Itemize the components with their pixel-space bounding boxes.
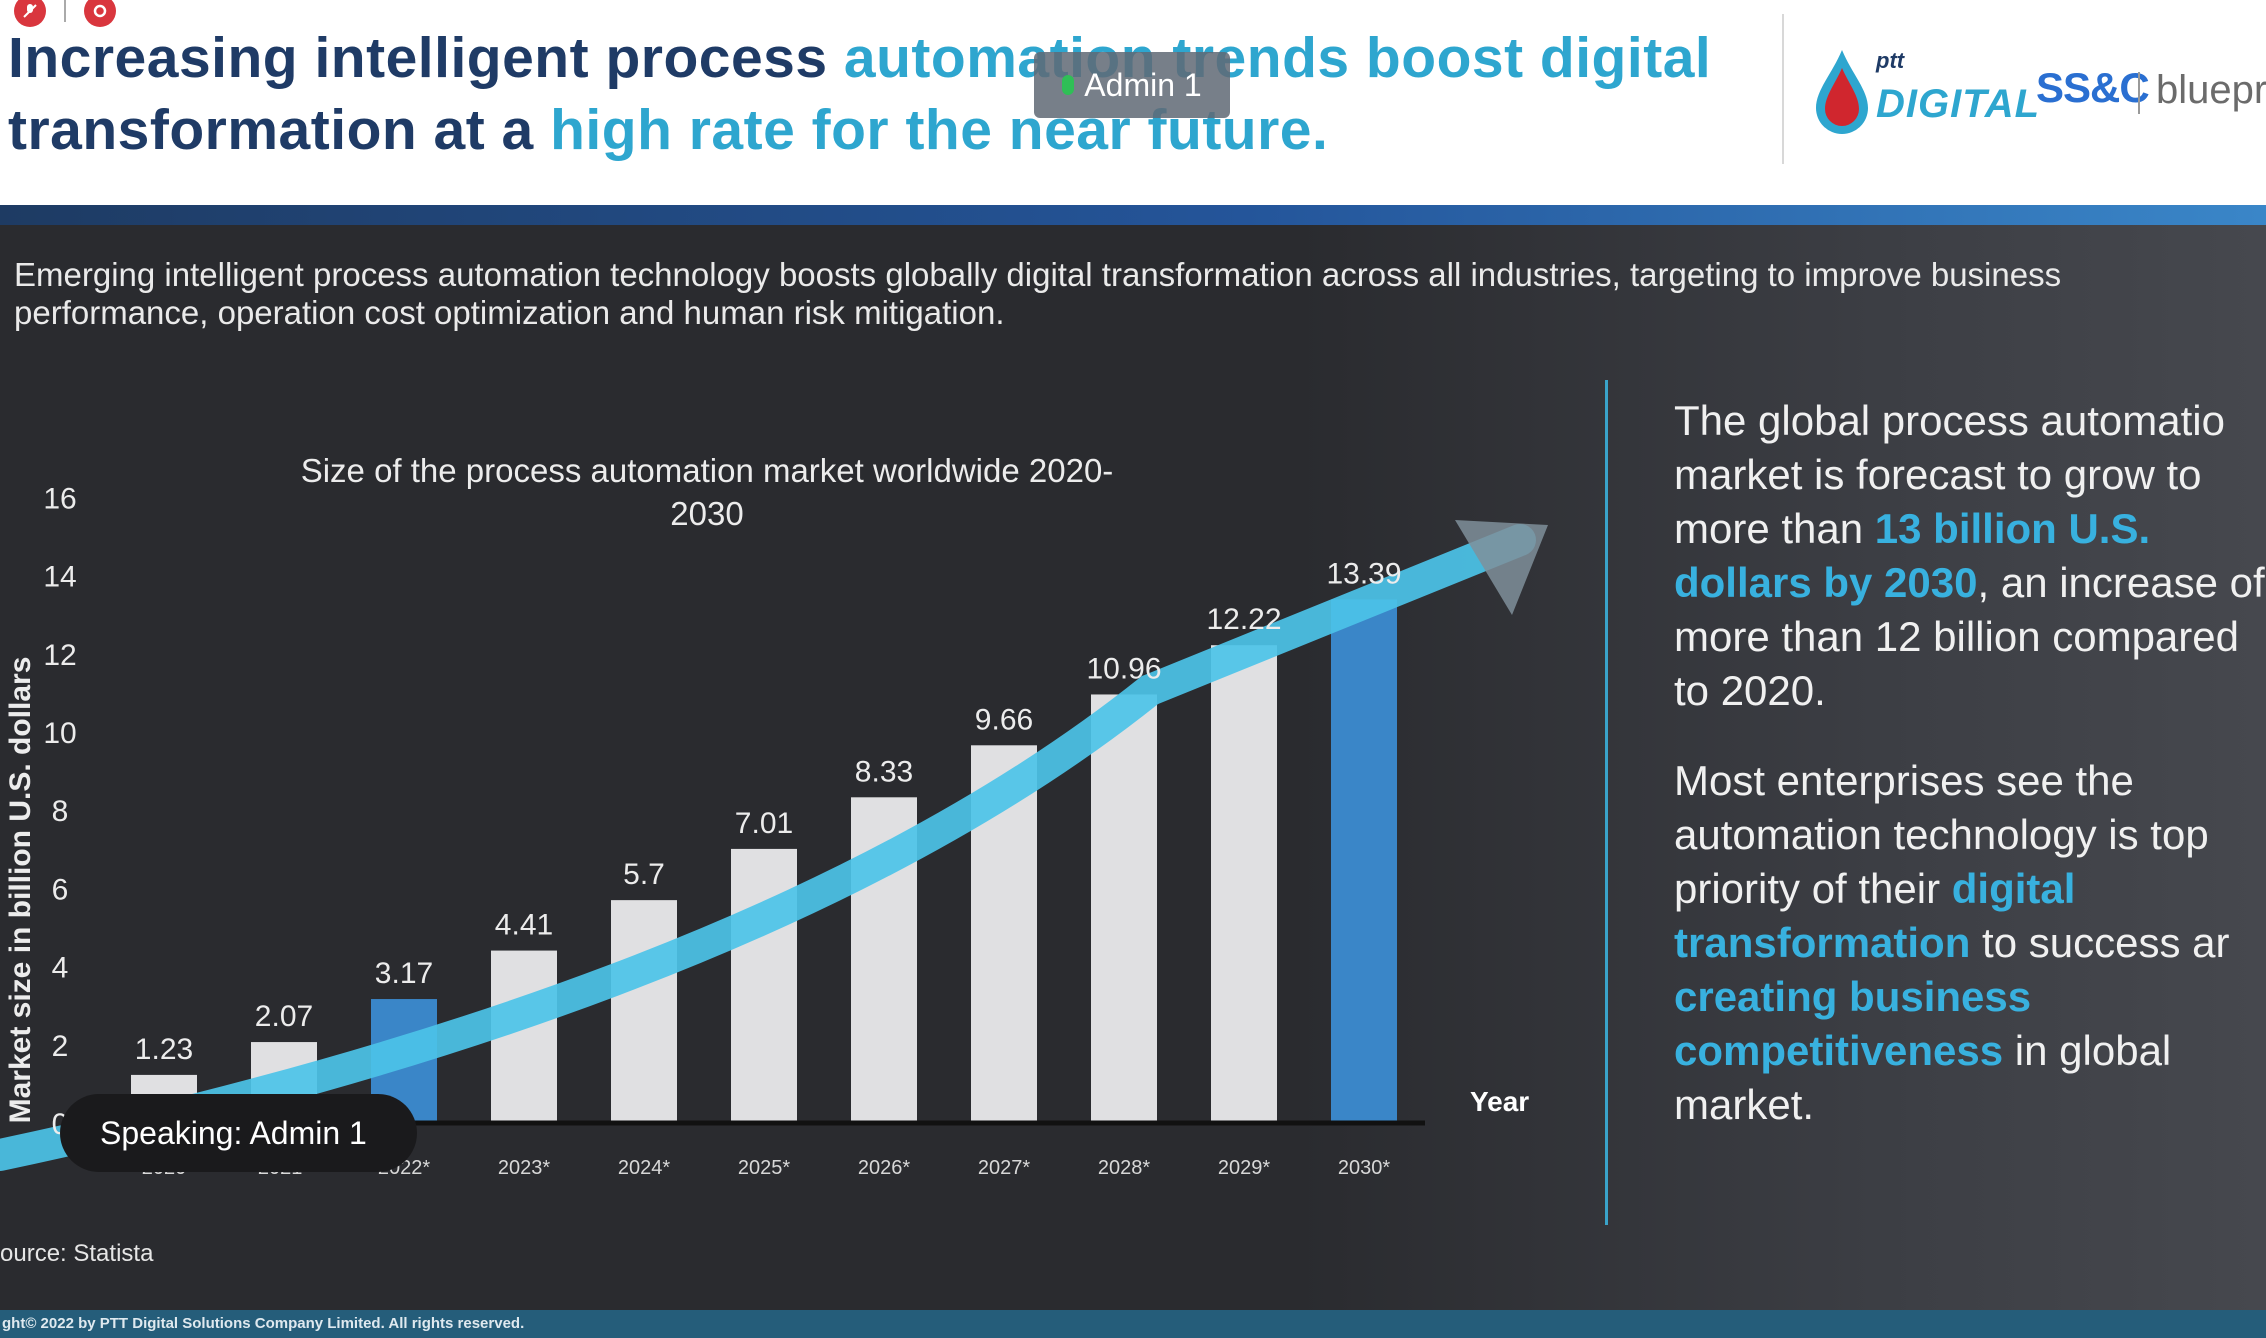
speaking-indicator: Speaking: Admin 1 (60, 1094, 417, 1172)
slide-header: Increasing intelligent process automatio… (0, 0, 2266, 205)
insight-1-text-b: , an increase of more than 12 billion co… (1674, 559, 2265, 714)
participant-name: Admin 1 (1084, 66, 1202, 103)
bar-2028 (1091, 694, 1157, 1123)
background-photo (1300, 225, 2266, 1310)
value-label-2025: 7.01 (735, 807, 793, 840)
value-label-2029: 12.22 (1206, 603, 1281, 636)
value-label-2030: 13.39 (1326, 557, 1401, 590)
insights-panel: The global process automatio market is f… (1674, 394, 2266, 1168)
insight-2-text-c: in global market. (1674, 1027, 2172, 1128)
value-label-2021: 2.07 (255, 1000, 313, 1033)
insight-1-highlight: 13 billion U.S. dollars by 2030 (1674, 505, 2151, 606)
intro-text: Emerging intelligent process automation … (14, 256, 2062, 331)
source-note: ource: Statista (0, 1240, 154, 1267)
y-tick-4: 4 (52, 952, 69, 985)
value-label-2027: 9.66 (975, 703, 1033, 736)
insight-2-highlight-1: digital transformation (1674, 865, 2076, 966)
x-tick-2025: 2025* (738, 1157, 790, 1179)
x-tick-2030: 2030* (1338, 1157, 1390, 1179)
insight-paragraph-1: The global process automatio market is f… (1674, 394, 2266, 718)
mute-icon[interactable] (14, 0, 46, 27)
chart-title-line-1: Size of the process automation market wo… (301, 452, 1114, 489)
title-part-3: transformation at a (8, 98, 551, 162)
y-tick-labels: 0246810121416 (43, 482, 76, 1141)
ssc-logo: SS&C (2036, 64, 2150, 111)
bar-2024 (611, 900, 677, 1123)
value-label-2024: 5.7 (623, 858, 665, 891)
y-tick-8: 8 (52, 795, 69, 828)
y-tick-6: 6 (52, 873, 69, 906)
x-tick-2027: 2027* (978, 1157, 1030, 1179)
y-tick-16: 16 (43, 482, 76, 515)
x-tick-2024: 2024* (618, 1157, 670, 1179)
y-tick-12: 12 (43, 639, 76, 672)
y-tick-2: 2 (52, 1030, 69, 1063)
x-tick-2023: 2023* (498, 1157, 550, 1179)
title-part-1: Increasing intelligent process (8, 26, 844, 90)
panel-divider-line (1605, 380, 1608, 1225)
chart-title-line-2: 2030 (670, 495, 743, 532)
value-label-2026: 8.33 (855, 755, 913, 788)
copyright-footer: ght© 2022 by PTT Digital Solutions Compa… (0, 1310, 2266, 1338)
insight-2-highlight-2: creating business competitiveness (1674, 973, 2032, 1074)
value-label-2020: 1.23 (135, 1033, 193, 1066)
trend-arrow-head (1455, 520, 1548, 615)
slide-title: Increasing intelligent process automatio… (8, 22, 1788, 166)
ptt-drop-icon (1816, 50, 1868, 134)
header-accent-bar (0, 205, 2266, 225)
x-tick-2028: 2028* (1098, 1157, 1150, 1179)
bar-2029 (1211, 645, 1277, 1123)
bar-2025 (731, 848, 797, 1123)
value-label-2023: 4.41 (495, 909, 553, 942)
digital-logo-text: DIGITAL (1876, 82, 2041, 126)
ptt-logo-text: ptt (1876, 48, 1905, 73)
controls-divider (64, 0, 66, 22)
y-axis-label: Market size in billion U.S. dollars (4, 657, 37, 1124)
blueprism-logo: bluepr (2156, 68, 2266, 112)
participant-name-tag[interactable]: Admin 1 (1034, 52, 1230, 118)
x-tick-2026: 2026* (858, 1157, 910, 1179)
insight-1-text-a: The global process automatio market is f… (1674, 397, 2225, 552)
y-tick-14: 14 (43, 561, 76, 594)
value-label-2022: 3.17 (375, 957, 433, 990)
logo-divider (2138, 72, 2140, 114)
x-axis-label: Year (1470, 1086, 1530, 1117)
conference-controls (14, 0, 116, 30)
record-icon[interactable] (84, 0, 116, 27)
x-tick-2029: 2029* (1218, 1157, 1270, 1179)
value-labels: 1.23 2.07 3.17 4.41 5.7 7.01 8.33 9.66 10.96 12.2… (135, 557, 1402, 1065)
insight-2-text-b: to success ar (1970, 919, 2230, 966)
value-label-2028: 10.96 (1086, 652, 1161, 685)
y-tick-10: 10 (43, 717, 76, 750)
mic-active-icon (1062, 75, 1075, 95)
title-part-2: automation trends boost digital (843, 26, 1712, 90)
insight-2-text-a: Most enterprises see the automation tech… (1674, 757, 2209, 912)
bar-2030 (1331, 599, 1397, 1123)
header-divider (1782, 14, 1784, 164)
insight-paragraph-2: Most enterprises see the automation tech… (1674, 754, 2266, 1132)
ptt-digital-logo: ptt DIGITAL (1812, 46, 2039, 136)
